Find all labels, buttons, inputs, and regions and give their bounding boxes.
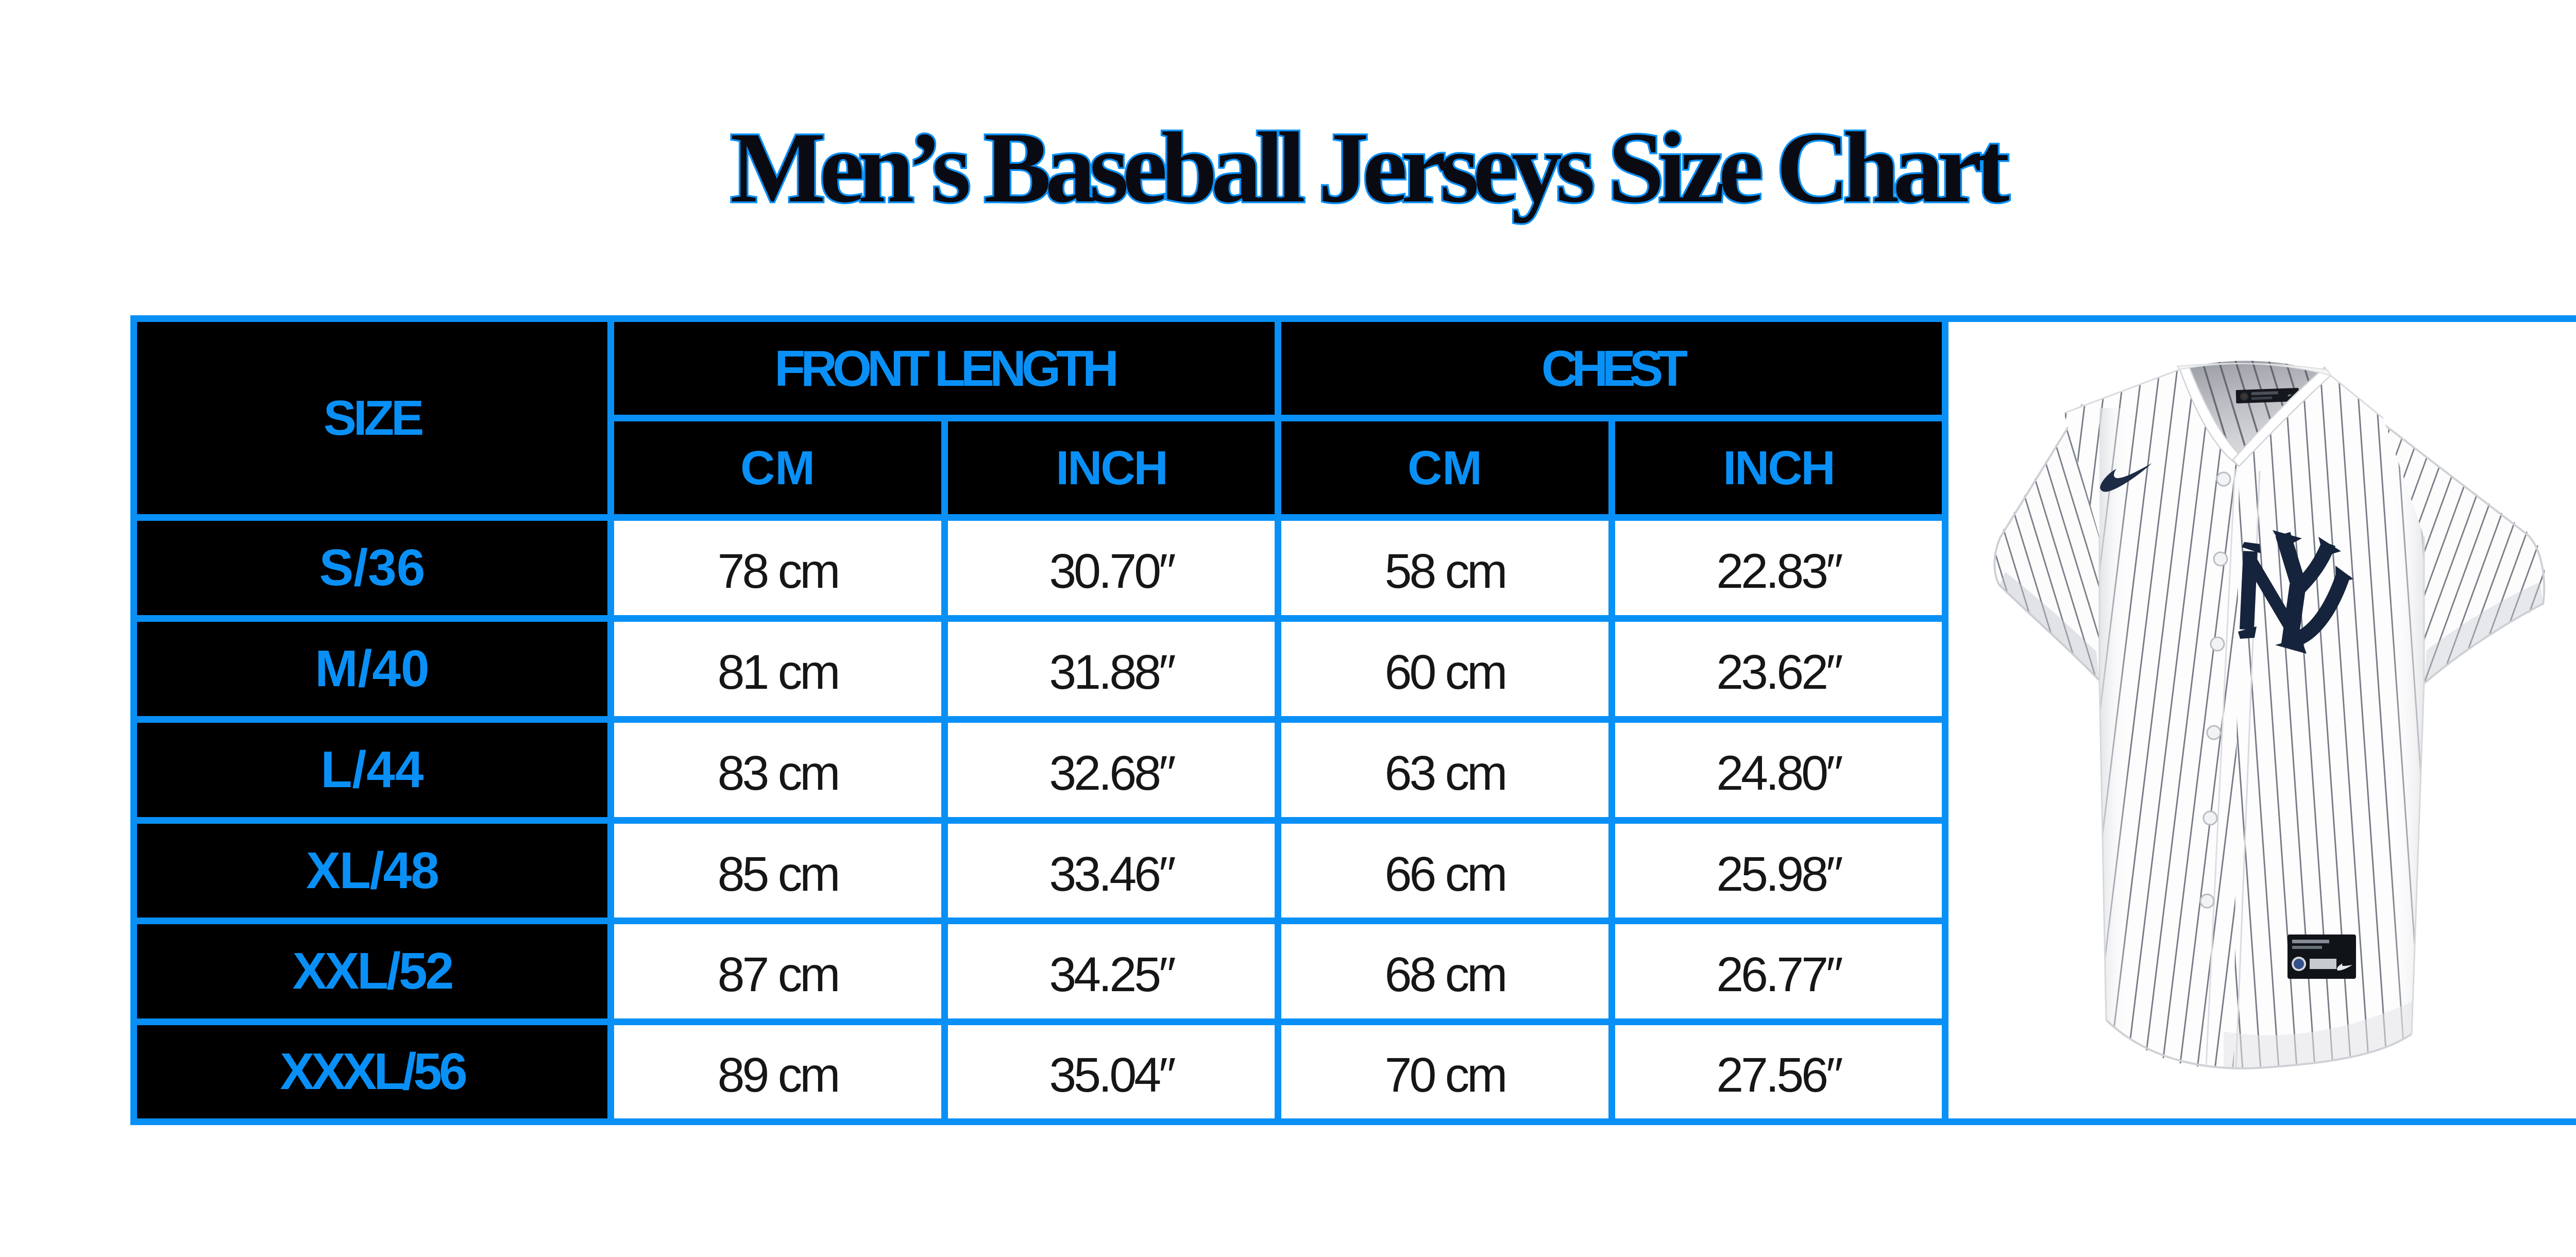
svg-text:Men’s Baseball Jerseys Size Ch: Men’s Baseball Jerseys Size Chart (731, 112, 2010, 224)
